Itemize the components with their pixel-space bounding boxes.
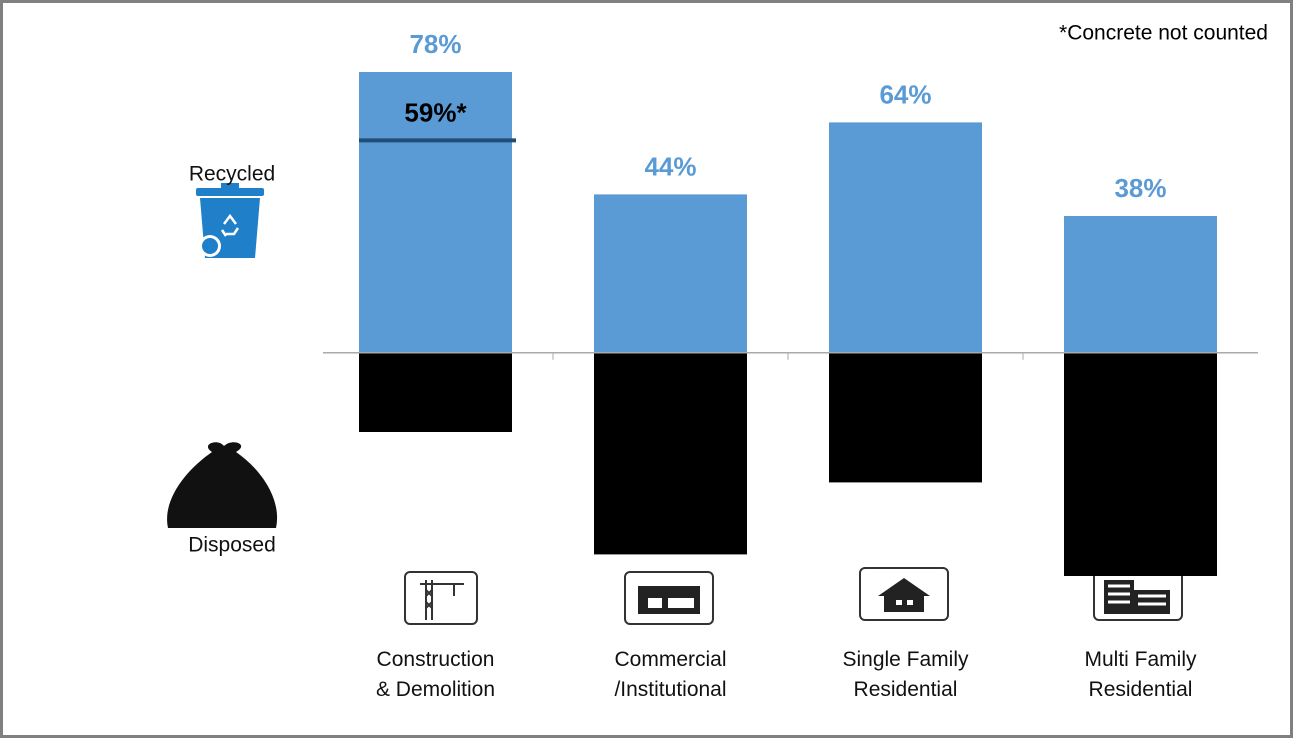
x-tick-label: Multi Family Residential [1084,648,1197,701]
value-label: 78% [409,29,461,59]
bar [1064,216,1217,353]
bar [829,352,982,483]
bar [359,352,512,432]
crane-icon [404,571,478,625]
x-tick-label: Single Family Residential [842,648,969,701]
x-tick-label: Commercial/Institutional [614,648,726,701]
bar [594,352,747,555]
value-label: 44% [644,151,696,181]
apartment-icon [1093,567,1183,621]
recycle-bin-icon [196,183,264,258]
x-tick-label: Construction & Demolition [376,648,495,701]
store-icon [624,571,714,625]
disposed-label: Disposed [188,534,276,557]
value-label: 38% [1114,173,1166,203]
house-icon [859,567,949,621]
value-label: 64% [879,79,931,109]
trash-bag-icon [167,442,278,528]
bar [1064,352,1217,576]
bar [829,122,982,353]
bar [594,194,747,353]
note: *Concrete not counted [1059,22,1268,45]
bar [359,72,512,353]
marker-label: 59%* [404,97,467,127]
recycled-label: Recycled [189,163,275,186]
